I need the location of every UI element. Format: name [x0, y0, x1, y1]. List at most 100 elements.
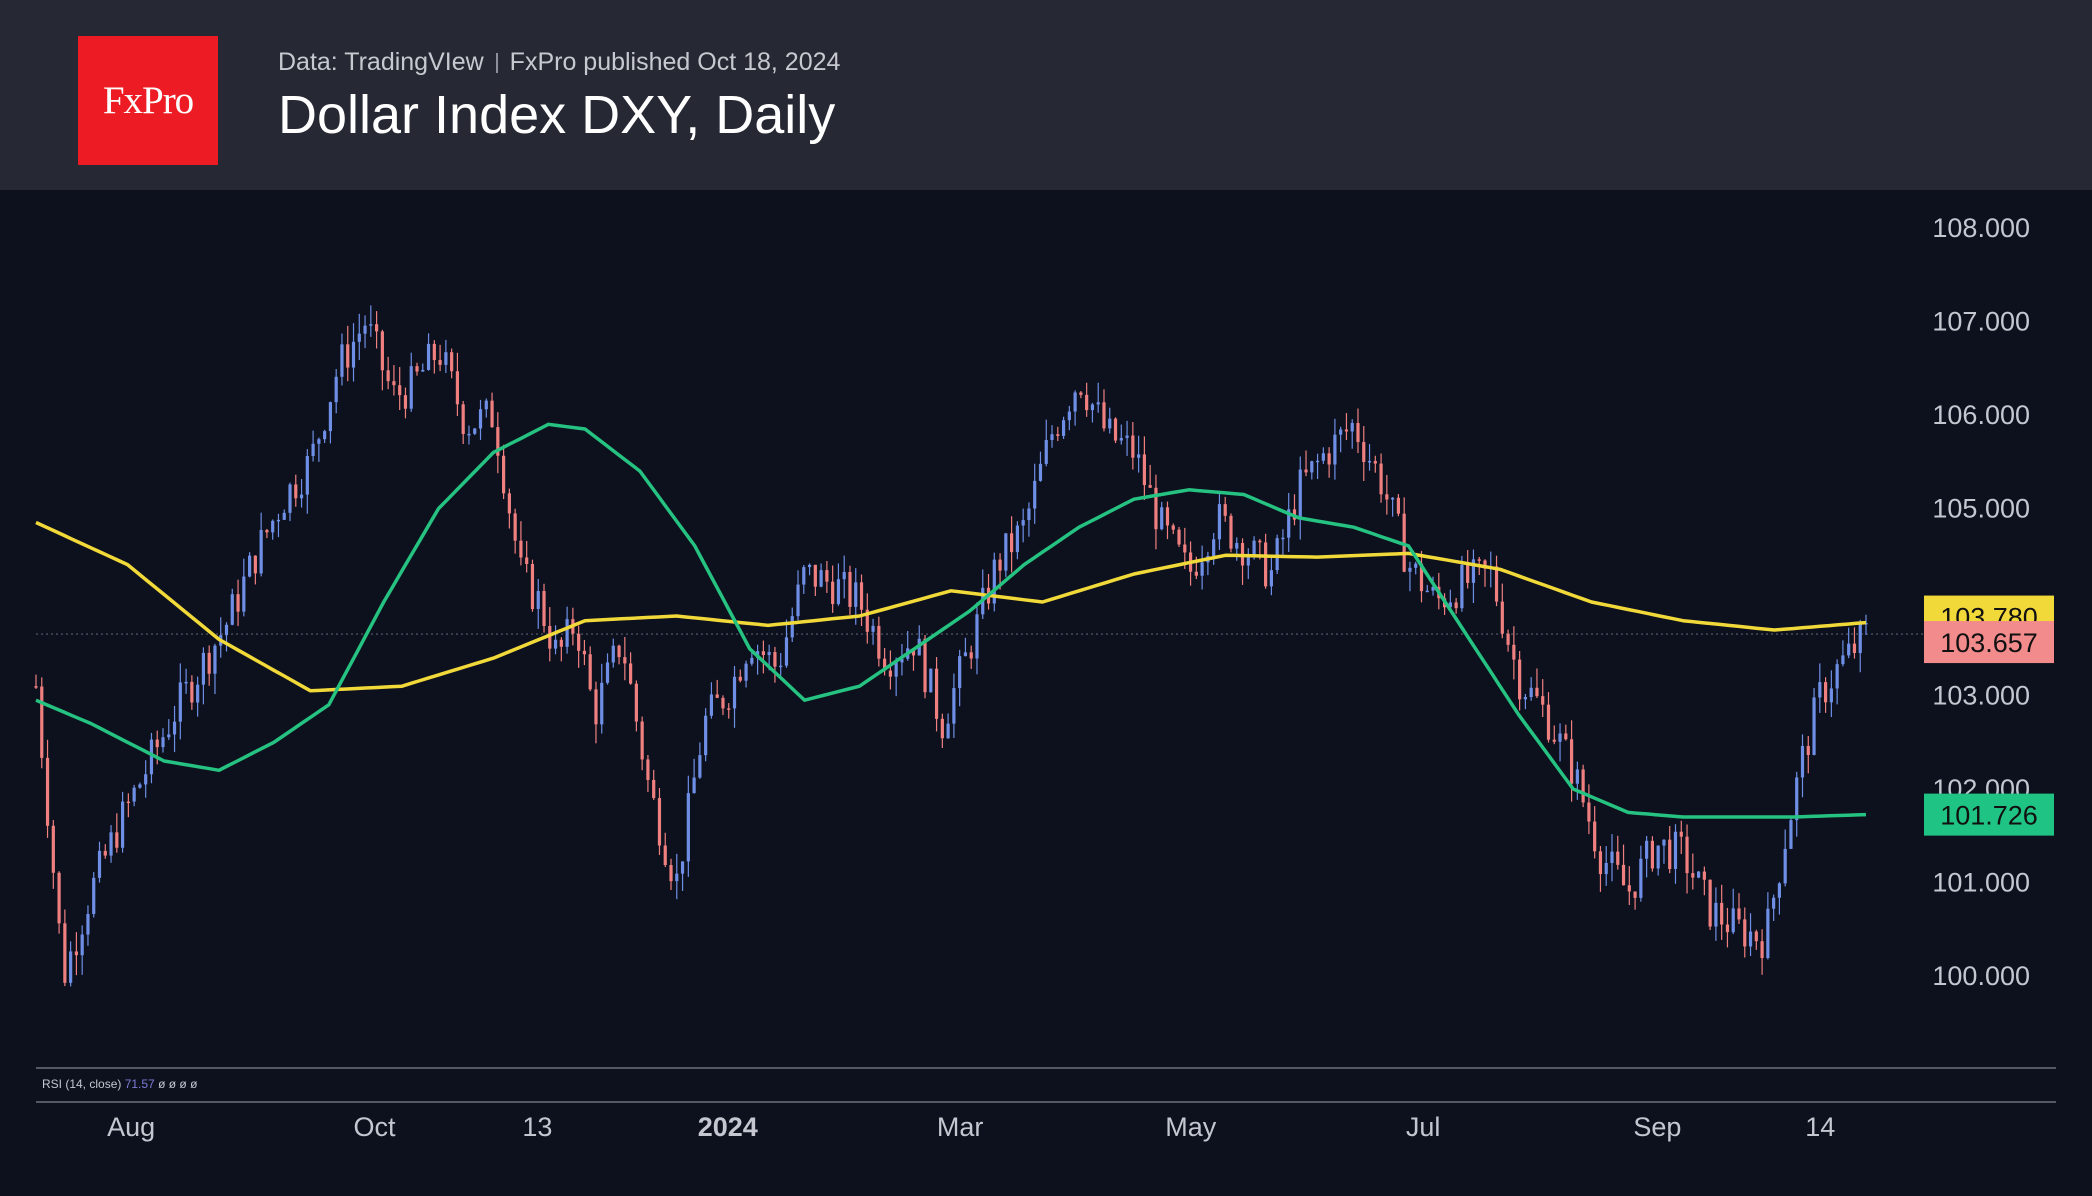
- candle: [1142, 436, 1146, 500]
- candle-body: [1200, 562, 1204, 576]
- candle: [415, 362, 419, 376]
- candle: [1333, 418, 1337, 480]
- candle-body: [1194, 571, 1198, 576]
- candle: [224, 622, 229, 652]
- candle: [1725, 907, 1730, 948]
- candle-body: [836, 579, 841, 605]
- candle-body: [934, 668, 939, 719]
- x-tick-label: May: [1165, 1112, 1217, 1142]
- candle-body: [1604, 862, 1608, 875]
- candle-body: [629, 663, 633, 684]
- candle: [1645, 835, 1649, 878]
- candle-body: [1633, 891, 1637, 898]
- candle-body: [744, 663, 748, 681]
- candle: [1090, 402, 1095, 423]
- candle: [727, 703, 731, 719]
- candle-body: [859, 582, 864, 610]
- candle-body: [1662, 839, 1666, 846]
- candle: [1777, 882, 1782, 915]
- candle: [1702, 866, 1706, 896]
- candle-body: [144, 774, 148, 785]
- candle: [265, 528, 269, 539]
- candle-body: [1852, 643, 1857, 654]
- candle-body: [888, 670, 892, 677]
- candle-body: [1800, 745, 1805, 778]
- candle-body: [1177, 529, 1181, 545]
- candle-body: [848, 571, 852, 607]
- price-label-bg: [1924, 793, 2054, 836]
- candle: [132, 784, 136, 807]
- rsi-legend: RSI (14, close) 71.57 ø ø ø ø: [42, 1077, 198, 1091]
- candle: [1812, 687, 1816, 756]
- candle-body: [1754, 931, 1758, 942]
- candle: [634, 680, 638, 732]
- candle: [1408, 561, 1412, 592]
- candle-body: [478, 409, 483, 429]
- candle-body: [617, 645, 621, 658]
- candle-body: [1552, 739, 1556, 742]
- candle-body: [1246, 556, 1250, 566]
- candle: [1287, 492, 1291, 552]
- candle: [1321, 447, 1325, 464]
- candle: [1685, 824, 1689, 894]
- candle-body: [548, 626, 552, 649]
- candle-body: [109, 832, 113, 856]
- y-tick-label: 106.000: [1932, 400, 2030, 430]
- candle-body: [1668, 839, 1672, 869]
- candle: [1027, 502, 1031, 537]
- candle: [490, 392, 494, 428]
- candle: [149, 732, 154, 784]
- candle: [1471, 549, 1476, 604]
- candle: [831, 565, 835, 613]
- candle-body: [1431, 586, 1435, 591]
- candle: [1483, 559, 1487, 587]
- candle: [1616, 835, 1620, 870]
- candle-body: [1598, 851, 1603, 875]
- candle: [917, 625, 921, 656]
- candle: [865, 593, 869, 644]
- candle: [63, 909, 67, 987]
- candle: [34, 674, 38, 689]
- candle: [652, 769, 656, 800]
- candle: [432, 340, 436, 374]
- candle-body: [1645, 840, 1649, 859]
- candle-body: [1708, 879, 1712, 927]
- candle: [380, 329, 384, 391]
- candle: [1310, 460, 1314, 480]
- chart-title: Dollar Index DXY, Daily: [278, 85, 836, 145]
- candle: [1546, 692, 1551, 743]
- candle: [1633, 891, 1637, 910]
- candle-body: [45, 757, 50, 826]
- candle: [392, 365, 396, 396]
- candle: [1679, 820, 1683, 855]
- candle-body: [802, 567, 806, 585]
- candle-body: [438, 360, 442, 365]
- candle-body: [346, 344, 350, 368]
- candle-body: [340, 344, 344, 377]
- candle-body: [727, 708, 731, 710]
- candle: [605, 653, 610, 685]
- rsi-extras: ø ø ø ø: [158, 1077, 198, 1091]
- candle-body: [1183, 544, 1187, 553]
- candle-body: [380, 331, 384, 371]
- candle-body: [686, 793, 690, 862]
- candle-body: [426, 343, 431, 370]
- candle-body: [750, 657, 754, 664]
- candle: [906, 631, 910, 661]
- candle-body: [692, 777, 696, 794]
- candle-body: [669, 865, 673, 882]
- candle: [1691, 853, 1695, 890]
- candle-body: [1154, 487, 1158, 530]
- candle-body: [657, 798, 662, 846]
- candle: [582, 639, 587, 666]
- candle: [1148, 464, 1152, 488]
- candle-body: [1789, 820, 1793, 849]
- candle: [409, 352, 413, 412]
- candle: [144, 760, 148, 798]
- candle: [1783, 829, 1787, 887]
- candle-body: [761, 651, 765, 656]
- candle: [69, 941, 73, 987]
- candle: [1419, 550, 1424, 603]
- candle: [1108, 407, 1112, 434]
- candle: [103, 844, 107, 859]
